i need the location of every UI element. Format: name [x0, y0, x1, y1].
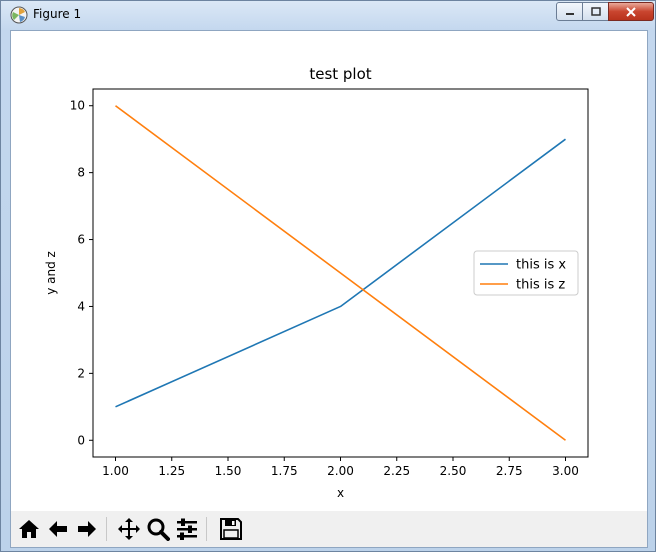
x-tick-label: 2.25 [383, 464, 410, 478]
toolbar-separator [206, 517, 207, 541]
x-tick-label: 1.25 [158, 464, 185, 478]
maximize-icon [590, 7, 601, 16]
window-title: Figure 1 [33, 7, 82, 21]
x-tick-label: 1.75 [271, 464, 298, 478]
y-tick-label: 4 [77, 299, 85, 313]
maximize-button[interactable] [582, 2, 609, 21]
home-button[interactable] [15, 515, 43, 543]
x-tick-label: 3.00 [552, 464, 579, 478]
y-tick-label: 10 [70, 99, 85, 113]
matplotlib-app-icon [10, 6, 28, 24]
home-icon [19, 520, 39, 538]
y-tick-label: 6 [77, 233, 85, 247]
configure-subplots-button[interactable] [173, 515, 201, 543]
x-tick-label: 1.00 [102, 464, 129, 478]
y-tick-label: 8 [77, 166, 85, 180]
title-bar[interactable]: Figure 1 [1, 1, 656, 29]
minimize-icon [565, 12, 574, 15]
plot-canvas[interactable]: test plot 1.00 1.25 1.50 1.75 2.00 2.25 2.50 2.7… [11, 31, 647, 511]
chart-title: test plot [309, 65, 371, 83]
configure-subplots-icon [177, 518, 197, 540]
series-line-1 [115, 138, 566, 408]
x-tick-label: 1.50 [215, 464, 242, 478]
x-tick-label: 2.50 [440, 464, 467, 478]
zoom-icon [147, 518, 170, 541]
x-tick-label: 2.75 [496, 464, 523, 478]
x-axis-label: x [337, 486, 344, 500]
back-button[interactable] [44, 515, 72, 543]
figure-canvas-area: test plot 1.00 1.25 1.50 1.75 2.00 2.25 2.50 2.7… [10, 30, 648, 548]
close-button[interactable] [608, 2, 654, 21]
x-tick-label: 2.00 [327, 464, 354, 478]
back-arrow-icon [49, 521, 67, 537]
legend-label-1: this is x [516, 258, 566, 273]
y-tick-label: 0 [77, 433, 85, 447]
pan-button[interactable] [115, 515, 143, 543]
close-icon [626, 6, 636, 17]
forward-button[interactable] [73, 515, 101, 543]
toolbar-separator [106, 517, 107, 541]
zoom-button[interactable] [144, 515, 172, 543]
series-line-2 [115, 105, 566, 441]
legend-label-2: this is z [516, 278, 565, 293]
save-icon [220, 518, 242, 540]
forward-arrow-icon [78, 521, 96, 537]
minimize-button[interactable] [556, 2, 583, 21]
pan-icon [118, 518, 140, 540]
y-axis-label: y and z [44, 251, 58, 295]
y-tick-label: 2 [77, 366, 85, 380]
navigation-toolbar [11, 511, 647, 547]
save-button[interactable] [217, 515, 245, 543]
